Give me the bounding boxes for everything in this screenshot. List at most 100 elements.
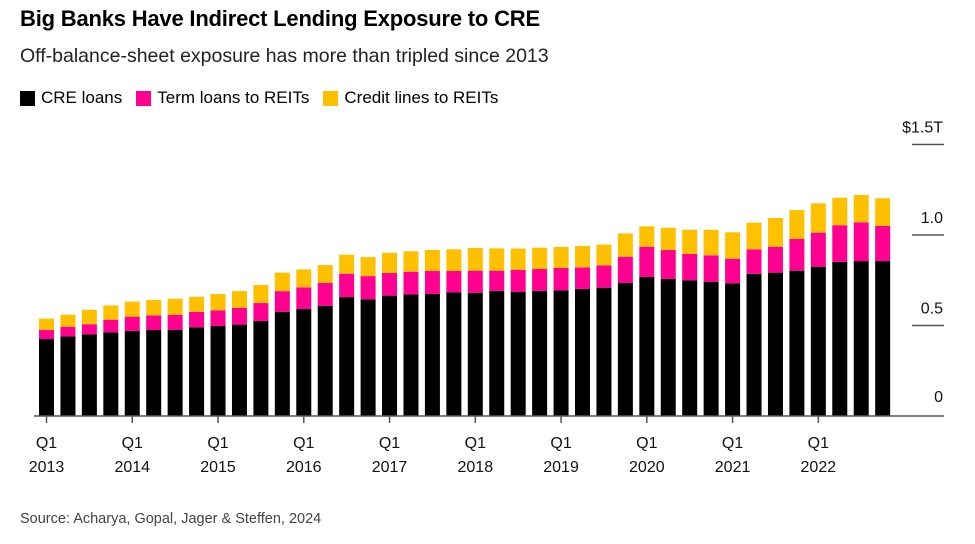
bar-cre-loans-2021Q1 (725, 283, 741, 416)
bar-term-loans-2013Q3 (81, 324, 97, 335)
x-tick-label-year: 2021 (715, 459, 751, 476)
bar-term-loans-2016Q1 (296, 287, 312, 310)
bar-term-loans-2016Q2 (317, 282, 333, 306)
bar-cre-loans-2013Q1 (39, 339, 54, 416)
bar-credit-lines-2019Q3 (596, 244, 612, 266)
bar-term-loans-2014Q2 (146, 315, 162, 331)
bar-credit-lines-2013Q1 (39, 318, 54, 331)
bar-term-loans-2019Q4 (617, 256, 633, 283)
bar-cre-loans-2013Q3 (81, 334, 97, 416)
y-tick-label: $1.5T (902, 120, 943, 137)
bar-credit-lines-2015Q4 (274, 272, 290, 292)
bar-cre-loans-2018Q1 (467, 292, 483, 416)
bar-term-loans-2022Q3 (853, 222, 869, 262)
bar-cre-loans-2018Q3 (510, 292, 526, 416)
x-tick-label-quarter: Q1 (636, 435, 657, 452)
bar-term-loans-2019Q2 (575, 267, 590, 289)
chart-subtitle: Off-balance-sheet exposure has more than… (20, 45, 549, 67)
bar-term-loans-2022Q1 (810, 232, 826, 267)
bar-credit-lines-2017Q4 (446, 249, 462, 272)
legend-label: CRE loans (41, 88, 123, 107)
bar-cre-loans-2020Q1 (639, 276, 655, 416)
bar-cre-loans-2015Q3 (253, 320, 269, 416)
bar-cre-loans-2021Q3 (767, 272, 783, 416)
legend: CRE loans Term loans to REITs Credit lin… (20, 88, 498, 108)
x-tick-label-year: 2019 (543, 459, 579, 476)
bar-credit-lines-2017Q2 (403, 251, 419, 272)
bar-credit-lines-2020Q4 (703, 229, 719, 256)
bar-credit-lines-2013Q4 (103, 305, 119, 320)
bar-cre-loans-2014Q3 (167, 330, 183, 416)
x-tick-label-year: 2015 (200, 459, 236, 476)
bar-credit-lines-2017Q3 (424, 250, 440, 272)
bar-credit-lines-2018Q1 (467, 248, 483, 271)
x-tick-label-year: 2013 (29, 459, 65, 476)
bar-credit-lines-2022Q1 (810, 203, 826, 233)
x-tick-label-year: 2016 (286, 459, 322, 476)
x-tick-label-quarter: Q1 (379, 435, 400, 452)
bar-term-loans-2022Q2 (832, 225, 848, 262)
bar-credit-lines-2022Q4 (875, 198, 891, 226)
bar-cre-loans-2018Q4 (532, 290, 548, 416)
bar-cre-loans-2017Q3 (424, 294, 440, 416)
x-tick-label-quarter: Q1 (293, 435, 314, 452)
legend-item-credit-lines: Credit lines to REITs (323, 88, 498, 108)
bar-term-loans-2017Q1 (382, 273, 398, 296)
bar-credit-lines-2020Q3 (682, 229, 698, 255)
bar-term-loans-2014Q4 (189, 311, 205, 328)
bar-credit-lines-2019Q1 (553, 246, 569, 268)
bar-credit-lines-2016Q3 (339, 254, 355, 274)
x-tick-label-quarter: Q1 (722, 435, 743, 452)
bar-term-loans-2020Q2 (660, 250, 676, 279)
bar-credit-lines-2015Q2 (231, 291, 247, 308)
bar-cre-loans-2016Q1 (296, 309, 312, 416)
x-tick-label-quarter: Q1 (550, 435, 571, 452)
bar-credit-lines-2022Q2 (832, 197, 848, 226)
x-tick-label-quarter: Q1 (122, 435, 143, 452)
bar-cre-loans-2019Q1 (553, 290, 569, 416)
bar-term-loans-2013Q1 (39, 330, 54, 340)
bar-term-loans-2014Q3 (167, 315, 183, 331)
legend-item-term-loans: Term loans to REITs (136, 88, 309, 108)
bar-term-loans-2016Q3 (339, 273, 355, 298)
legend-swatch (20, 90, 35, 106)
bar-term-loans-2021Q4 (789, 238, 805, 271)
bar-credit-lines-2021Q1 (725, 232, 741, 259)
bar-credit-lines-2014Q1 (124, 301, 140, 317)
bar-credit-lines-2021Q4 (789, 210, 805, 239)
source-note: Source: Acharya, Gopal, Jager & Steffen,… (20, 511, 322, 527)
bar-cre-loans-2022Q3 (853, 261, 869, 416)
bar-cre-loans-2015Q4 (274, 311, 290, 416)
bar-term-loans-2015Q4 (274, 291, 290, 312)
bar-credit-lines-2016Q2 (317, 265, 333, 283)
chart-title: Big Banks Have Indirect Lending Exposure… (20, 6, 540, 31)
x-tick-label-year: 2018 (458, 459, 494, 476)
bar-credit-lines-2018Q4 (532, 247, 548, 270)
bar-cre-loans-2022Q1 (810, 266, 826, 416)
bar-credit-lines-2014Q3 (167, 298, 183, 316)
bar-term-loans-2013Q4 (103, 319, 119, 333)
bar-cre-loans-2021Q2 (746, 273, 762, 416)
y-tick-label: 0 (934, 389, 943, 406)
bar-term-loans-2020Q4 (703, 255, 719, 282)
legend-item-cre-loans: CRE loans (20, 88, 122, 108)
bar-term-loans-2020Q1 (639, 246, 655, 277)
x-tick-label-year: 2014 (114, 459, 150, 476)
bar-cre-loans-2017Q4 (446, 292, 462, 416)
bar-cre-loans-2018Q2 (489, 290, 505, 416)
bar-credit-lines-2020Q1 (639, 226, 655, 247)
bar-cre-loans-2020Q4 (703, 281, 719, 416)
bar-term-loans-2015Q3 (253, 303, 269, 321)
x-tick-label-quarter: Q1 (36, 435, 57, 452)
x-tick-label-quarter: Q1 (465, 435, 486, 452)
bar-credit-lines-2018Q2 (489, 248, 505, 271)
bar-term-loans-2017Q3 (424, 271, 440, 295)
bar-term-loans-2022Q4 (875, 225, 891, 262)
bar-term-loans-2018Q3 (510, 269, 526, 293)
bar-term-loans-2020Q3 (682, 254, 698, 281)
bar-cre-loans-2020Q3 (682, 280, 698, 416)
bar-cre-loans-2014Q2 (146, 330, 162, 416)
bar-credit-lines-2014Q4 (189, 296, 205, 312)
bar-cre-loans-2016Q2 (317, 305, 333, 416)
